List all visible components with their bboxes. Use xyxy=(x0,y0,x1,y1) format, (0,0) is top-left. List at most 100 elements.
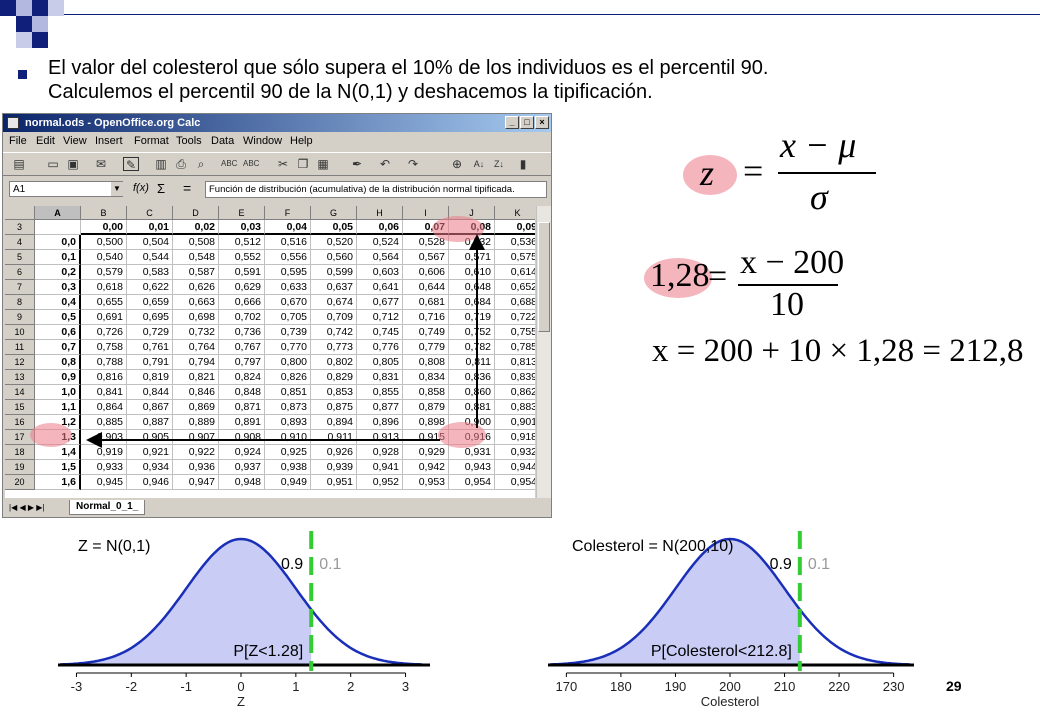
table-cell[interactable]: 0,732 xyxy=(173,325,219,340)
table-cell[interactable]: 0,813 xyxy=(495,355,535,370)
table-cell[interactable]: 0,599 xyxy=(311,265,357,280)
table-cell[interactable]: 0,848 xyxy=(219,385,265,400)
row-header[interactable]: 19 xyxy=(5,460,35,475)
table-cell[interactable]: 0,544 xyxy=(127,250,173,265)
autospellcheck-icon[interactable]: ABC xyxy=(243,159,260,168)
table-cell[interactable]: 0,883 xyxy=(495,400,535,415)
row-header[interactable]: 20 xyxy=(5,475,35,490)
row-header[interactable]: 6 xyxy=(5,265,35,280)
title-bar[interactable]: normal.ods - OpenOffice.org Calc _ □ × xyxy=(3,114,551,132)
table-cell[interactable]: 0,819 xyxy=(127,370,173,385)
table-cell[interactable]: 0,560 xyxy=(311,250,357,265)
table-cell[interactable]: 0,949 xyxy=(265,475,311,490)
table-cell[interactable]: 0,652 xyxy=(495,280,535,295)
table-cell[interactable]: 0,947 xyxy=(173,475,219,490)
table-cell[interactable]: 0,942 xyxy=(403,460,449,475)
row-header[interactable]: 10 xyxy=(5,325,35,340)
table-cell[interactable]: 0,767 xyxy=(219,340,265,355)
table-header-cell[interactable]: 0,02 xyxy=(173,220,219,235)
table-cell[interactable]: 0,839 xyxy=(495,370,535,385)
table-cell[interactable]: 0,504 xyxy=(127,235,173,250)
table-header-cell[interactable]: 0,01 xyxy=(127,220,173,235)
table-cell[interactable]: 0,512 xyxy=(219,235,265,250)
function-wizard-icon[interactable]: f(x) xyxy=(133,182,149,194)
table-cell[interactable]: 0,0 xyxy=(35,235,81,250)
row-header[interactable]: 16 xyxy=(5,415,35,430)
table-cell[interactable]: 1,0 xyxy=(35,385,81,400)
table-cell[interactable]: 0,855 xyxy=(357,385,403,400)
table-cell[interactable]: 0,695 xyxy=(127,310,173,325)
grid-corner[interactable] xyxy=(5,206,35,220)
hyperlink-icon[interactable]: ⊕ xyxy=(451,157,463,171)
undo-icon[interactable]: ↶ xyxy=(379,157,391,171)
table-cell[interactable]: 0,633 xyxy=(265,280,311,295)
table-cell[interactable]: 0,939 xyxy=(311,460,357,475)
column-header[interactable]: C xyxy=(127,206,173,220)
table-cell[interactable]: 0,853 xyxy=(311,385,357,400)
table-cell[interactable]: 0,851 xyxy=(265,385,311,400)
table-cell[interactable]: 0,844 xyxy=(127,385,173,400)
close-icon[interactable]: × xyxy=(535,116,549,129)
table-cell[interactable]: 0,918 xyxy=(495,430,535,445)
sort-descending-icon[interactable]: Z↓ xyxy=(494,159,504,169)
table-cell[interactable]: 0,583 xyxy=(127,265,173,280)
table-cell[interactable]: 0,622 xyxy=(127,280,173,295)
table-cell[interactable]: 0,941 xyxy=(357,460,403,475)
table-cell[interactable]: 0,7 xyxy=(35,340,81,355)
table-cell[interactable]: 1,1 xyxy=(35,400,81,415)
table-cell[interactable]: 0,749 xyxy=(403,325,449,340)
table-cell[interactable]: 0,925 xyxy=(265,445,311,460)
table-cell[interactable]: 0,674 xyxy=(311,295,357,310)
column-header[interactable]: H xyxy=(357,206,403,220)
table-cell[interactable]: 0,885 xyxy=(81,415,127,430)
menu-help[interactable]: Help xyxy=(290,135,313,147)
table-cell[interactable]: 0,829 xyxy=(311,370,357,385)
table-cell[interactable]: 0,739 xyxy=(265,325,311,340)
table-cell[interactable]: 0,564 xyxy=(357,250,403,265)
menu-insert[interactable]: Insert xyxy=(95,135,123,147)
table-cell[interactable]: 0,891 xyxy=(219,415,265,430)
table-cell[interactable]: 0,894 xyxy=(311,415,357,430)
row-header[interactable]: 7 xyxy=(5,280,35,295)
format-paintbrush-icon[interactable]: ✒ xyxy=(351,157,363,171)
table-cell[interactable]: 0,929 xyxy=(403,445,449,460)
table-cell[interactable]: 0,952 xyxy=(357,475,403,490)
row-header[interactable]: 5 xyxy=(5,250,35,265)
row-header[interactable]: 15 xyxy=(5,400,35,415)
table-header-cell[interactable]: 0,05 xyxy=(311,220,357,235)
table-cell[interactable]: 0,946 xyxy=(127,475,173,490)
table-cell[interactable]: 0,877 xyxy=(357,400,403,415)
table-cell[interactable]: 0,889 xyxy=(173,415,219,430)
table-cell[interactable]: 0,575 xyxy=(495,250,535,265)
table-cell[interactable]: 0,579 xyxy=(81,265,127,280)
table-cell[interactable]: 0,926 xyxy=(311,445,357,460)
table-cell[interactable]: 0,618 xyxy=(81,280,127,295)
table-cell[interactable]: 0,698 xyxy=(173,310,219,325)
table-cell[interactable]: 0,536 xyxy=(495,235,535,250)
table-cell[interactable]: 0,764 xyxy=(173,340,219,355)
table-cell[interactable]: 0,869 xyxy=(173,400,219,415)
table-cell[interactable]: 0,811 xyxy=(449,355,495,370)
table-cell[interactable]: 0,4 xyxy=(35,295,81,310)
table-cell[interactable]: 0,670 xyxy=(265,295,311,310)
table-cell[interactable]: 0,758 xyxy=(81,340,127,355)
maximize-icon[interactable]: □ xyxy=(520,116,534,129)
paste-icon[interactable]: ▦ xyxy=(317,157,329,171)
table-cell[interactable]: 0,924 xyxy=(219,445,265,460)
table-cell[interactable]: 0,3 xyxy=(35,280,81,295)
table-cell[interactable]: 0,944 xyxy=(495,460,535,475)
column-header[interactable]: K xyxy=(495,206,535,220)
sum-icon[interactable]: Σ xyxy=(157,181,166,196)
table-cell[interactable]: 0,659 xyxy=(127,295,173,310)
row-header[interactable]: 18 xyxy=(5,445,35,460)
table-cell[interactable]: 0,954 xyxy=(495,475,535,490)
table-cell[interactable]: 0,745 xyxy=(357,325,403,340)
table-cell[interactable]: 0,951 xyxy=(311,475,357,490)
table-cell[interactable]: 0,556 xyxy=(265,250,311,265)
row-header[interactable]: 8 xyxy=(5,295,35,310)
table-cell[interactable]: 0,846 xyxy=(173,385,219,400)
menu-data[interactable]: Data xyxy=(211,135,235,147)
table-cell[interactable]: 0,742 xyxy=(311,325,357,340)
column-header[interactable]: A xyxy=(35,206,81,220)
column-header[interactable]: G xyxy=(311,206,357,220)
